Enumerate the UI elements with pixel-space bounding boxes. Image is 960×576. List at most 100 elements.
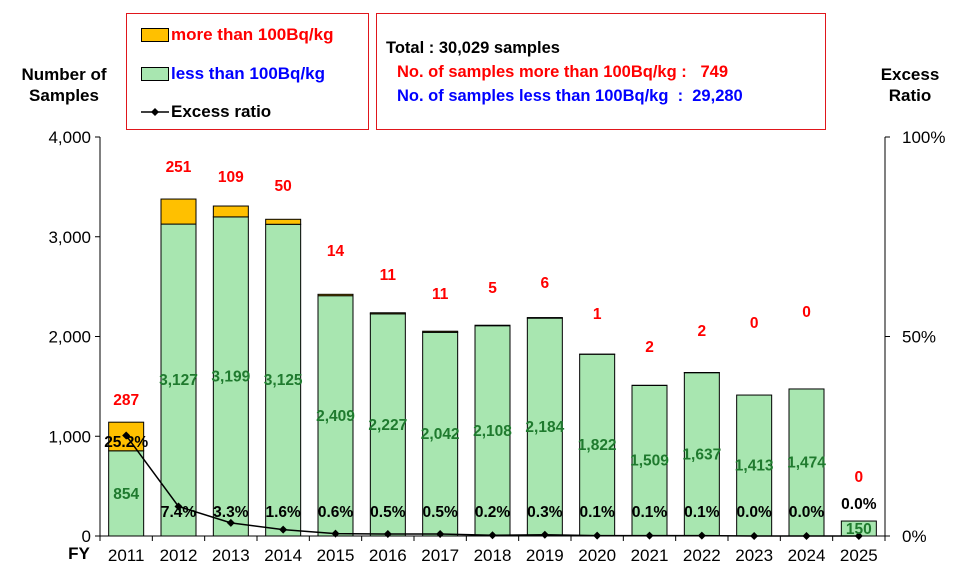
left-axis-title-line2: Samples — [29, 86, 99, 105]
under-value-label: 3,127 — [159, 372, 198, 389]
ratio-data-label: 3.3% — [213, 504, 249, 521]
left-tick-label: 2,000 — [48, 328, 91, 347]
excess-ratio-point — [645, 531, 654, 540]
x-tick-label: 2015 — [317, 546, 355, 565]
bar-under — [317, 295, 354, 537]
excess-ratio-point — [697, 531, 706, 540]
ratio-data-label: 7.4% — [161, 504, 197, 521]
over-value-label: 287 — [113, 392, 139, 409]
under-value-label: 2,108 — [473, 423, 512, 440]
summary-box: Total : 30,029 samples No. of samples mo… — [376, 13, 826, 130]
excess-ratio-point — [802, 532, 811, 540]
over-value-label: 0 — [750, 315, 759, 332]
legend-item-over: more than 100Bq/kg — [141, 25, 334, 45]
over-value-label: 0 — [855, 469, 864, 486]
x-tick-label: 2011 — [108, 546, 145, 565]
ratio-data-label: 25.2% — [104, 434, 148, 451]
x-tick-label: 2018 — [474, 546, 512, 565]
left-tick-label: 4,000 — [48, 128, 91, 147]
x-tick-label: 2016 — [369, 546, 407, 565]
over-value-label: 11 — [380, 267, 397, 284]
under-value-label: 3,199 — [211, 368, 250, 385]
excess-ratio-point — [383, 530, 392, 539]
excess-ratio-point — [488, 531, 497, 540]
over-value-label: 6 — [541, 275, 550, 292]
ratio-data-label: 0.1% — [684, 504, 720, 521]
bar-under — [736, 394, 773, 537]
left-axis-title-line1: Number of — [21, 65, 107, 84]
over-value-label: 2 — [645, 339, 654, 356]
left-tick-label: 1,000 — [48, 427, 91, 446]
excess-ratio-point — [279, 525, 288, 534]
under-value-label: 3,125 — [264, 372, 303, 389]
legend-swatch-over — [141, 28, 169, 42]
bar-over — [369, 312, 406, 315]
legend-item-ratio: Excess ratio — [141, 102, 271, 122]
under-value-label: 1,637 — [682, 446, 721, 463]
ratio-data-label: 0.3% — [527, 504, 563, 521]
x-tick-label: 2021 — [631, 546, 669, 565]
legend-label-under: less than 100Bq/kg — [171, 64, 326, 83]
ratio-data-label: 0.5% — [422, 504, 458, 521]
bar-over — [265, 218, 302, 225]
bar-under — [212, 216, 249, 537]
over-value-label: 50 — [275, 178, 292, 195]
ratio-data-label: 0.0% — [789, 504, 825, 521]
legend-label-over: more than 100Bq/kg — [171, 25, 334, 44]
right-tick-label: 50% — [902, 328, 936, 347]
under-value-label: 2,042 — [421, 426, 460, 443]
bar-under — [474, 325, 511, 537]
under-value-label: 2,409 — [316, 408, 355, 425]
bar-under — [108, 450, 145, 537]
x-tick-label: 2022 — [683, 546, 721, 565]
x-tick-label: 2019 — [526, 546, 564, 565]
ratio-data-label: 1.6% — [265, 504, 301, 521]
x-tick-label: 2025 — [840, 546, 878, 565]
x-axis-title: FY — [68, 544, 90, 563]
under-value-label: 1,413 — [735, 458, 774, 475]
x-tick-label: 2024 — [788, 546, 826, 565]
excess-ratio-point — [540, 530, 549, 539]
summary-total: Total : 30,029 samples — [386, 39, 560, 57]
excess-ratio-point — [593, 531, 602, 540]
excess-ratio-point — [331, 529, 340, 538]
x-tick-label: 2020 — [578, 546, 616, 565]
excess-ratio-point — [854, 532, 863, 540]
excess-ratio-point — [436, 530, 445, 539]
left-tick-label: 3,000 — [48, 228, 91, 247]
ratio-data-label: 0.1% — [579, 504, 615, 521]
legend-line-ratio-icon — [141, 108, 169, 116]
over-value-label: 5 — [488, 280, 497, 297]
summary-over: No. of samples more than 100Bq/kg : 749 — [397, 63, 729, 81]
bar-under — [579, 353, 616, 537]
bar-under — [526, 317, 563, 537]
x-tick-label: 2013 — [212, 546, 250, 565]
bar-under — [265, 223, 302, 537]
bar-under — [683, 372, 720, 537]
right-axis-title-line1: Excess — [880, 65, 940, 84]
ratio-data-label: 0.5% — [370, 504, 406, 521]
x-tick-label: 2023 — [735, 546, 773, 565]
bar-under — [788, 388, 825, 537]
bar-over — [212, 205, 249, 218]
right-axis-title-line2: Ratio — [888, 86, 932, 105]
over-value-label: 11 — [432, 286, 449, 303]
ratio-data-label: 0.0% — [736, 504, 772, 521]
under-value-label: 854 — [113, 486, 139, 503]
right-tick-label: 0% — [902, 527, 927, 546]
excess-ratio-point — [226, 518, 235, 527]
x-tick-label: 2012 — [160, 546, 198, 565]
over-value-label: 109 — [218, 169, 244, 186]
excess-ratio-point — [174, 502, 183, 511]
legend-item-under: less than 100Bq/kg — [141, 64, 325, 84]
excess-ratio-point — [122, 431, 131, 440]
legend-swatch-under — [141, 67, 169, 81]
legend: more than 100Bq/kg less than 100Bq/kg Ex… — [126, 13, 369, 130]
bar-under — [631, 384, 668, 537]
bar-over — [422, 330, 459, 333]
bar-over — [317, 293, 354, 297]
bar-over — [160, 198, 197, 225]
right-axis-title: Excess Ratio — [868, 64, 952, 106]
excess-ratio-point — [750, 532, 759, 540]
left-tick-label: 0 — [82, 527, 91, 546]
